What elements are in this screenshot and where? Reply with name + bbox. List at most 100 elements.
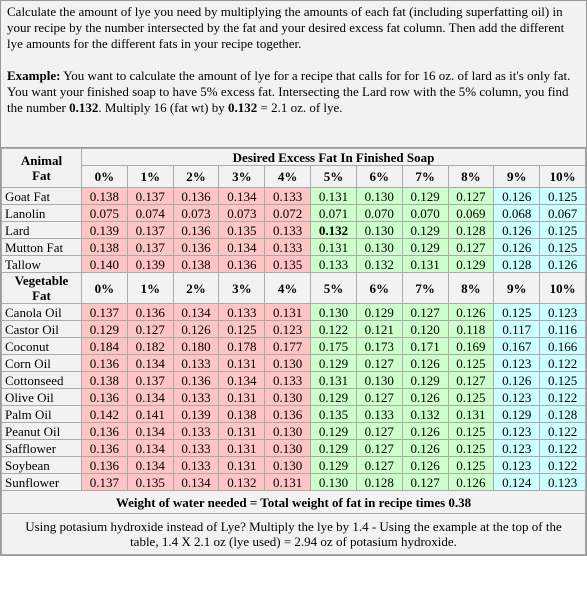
fat-row: Coconut 0.184 0.182 0.180 0.178 0.177 0.175 0.1…: [1, 337, 586, 355]
lye-value: 0.139: [81, 221, 128, 239]
lye-value: 0.126: [493, 371, 541, 389]
lye-value: 0.133: [264, 187, 312, 205]
lye-value: 0.130: [355, 221, 403, 239]
lye-value: 0.127: [355, 388, 403, 406]
lye-value: 0.129: [310, 388, 357, 406]
lye-value: 0.138: [81, 238, 128, 256]
lye-value: 0.128: [447, 221, 495, 239]
lye-value: 0.125: [447, 354, 495, 372]
lye-value: 0.129: [401, 371, 449, 389]
lye-value: 0.125: [539, 221, 586, 239]
fat-name: Mutton Fat: [1, 238, 82, 256]
column-header: 7%: [401, 272, 449, 304]
fat-row: Goat Fat 0.138 0.137 0.136 0.134 0.133 0.131 0.…: [1, 187, 586, 205]
column-header: 0%: [81, 165, 128, 188]
lye-value: 0.073: [172, 204, 220, 222]
column-header: 7%: [401, 165, 449, 188]
lye-value: 0.131: [401, 255, 449, 273]
fat-row: Lard 0.139 0.137 0.136 0.135 0.133 0.132 0.130 0…: [1, 221, 586, 239]
lye-value: 0.136: [126, 303, 174, 321]
lye-value: 0.126: [401, 388, 449, 406]
section-label: Vegetable Fat: [14, 273, 69, 303]
fat-name: Palm Oil: [1, 405, 82, 423]
fat-name: Tallow: [1, 255, 82, 273]
lye-value: 0.129: [355, 303, 403, 321]
lye-value: 0.134: [172, 473, 220, 491]
lye-value: 0.175: [310, 337, 357, 355]
lye-value: 0.122: [539, 388, 586, 406]
lye-value: 0.131: [218, 388, 266, 406]
lye-value: 0.125: [447, 439, 495, 457]
lye-value: 0.134: [126, 456, 174, 474]
lye-value: 0.130: [264, 439, 312, 457]
lye-value: 0.130: [264, 354, 312, 372]
lye-value: 0.126: [172, 320, 220, 338]
lye-value: 0.131: [218, 456, 266, 474]
fat-row: Olive Oil 0.136 0.134 0.133 0.131 0.130 0.129 0…: [1, 388, 586, 406]
lye-value: 0.133: [355, 405, 403, 423]
fat-row: Peanut Oil 0.136 0.134 0.133 0.131 0.130 0.129…: [1, 422, 586, 440]
lye-value: 0.136: [172, 371, 220, 389]
lye-value: 0.131: [310, 371, 357, 389]
lye-value: 0.130: [355, 187, 403, 205]
fat-row: Tallow 0.140 0.139 0.138 0.136 0.135 0.133 0.13…: [1, 255, 586, 273]
fat-name: Goat Fat: [1, 187, 82, 205]
lye-value: 0.136: [81, 388, 128, 406]
fat-name: Sunflower: [1, 473, 82, 491]
lye-value: 0.123: [493, 422, 541, 440]
lye-value: 0.121: [355, 320, 403, 338]
lye-value: 0.131: [310, 238, 357, 256]
lye-value: 0.070: [401, 204, 449, 222]
lye-value: 0.129: [401, 187, 449, 205]
column-header: 2%: [172, 165, 220, 188]
column-header: 3%: [218, 165, 266, 188]
lye-value: 0.126: [401, 439, 449, 457]
fat-name: Corn Oil: [1, 354, 82, 372]
fat-name: Safflower: [1, 439, 82, 457]
lye-value: 0.122: [539, 354, 586, 372]
lye-value: 0.137: [126, 187, 174, 205]
example-text: You want to calculate the amount of lye …: [7, 68, 571, 115]
fat-name: Lanolin: [1, 204, 82, 222]
fat-row: Canola Oil 0.137 0.136 0.134 0.133 0.131 0.130…: [1, 303, 586, 321]
lye-value: 0.135: [218, 221, 266, 239]
lye-value: 0.132: [355, 255, 403, 273]
lye-value: 0.134: [126, 388, 174, 406]
lye-value: 0.122: [310, 320, 357, 338]
fat-name: Cottonseed: [1, 371, 82, 389]
fat-row: Cottonseed 0.138 0.137 0.136 0.134 0.133 0.131…: [1, 371, 586, 389]
lye-value: 0.140: [81, 255, 128, 273]
lye-value: 0.129: [493, 405, 541, 423]
lye-value: 0.173: [355, 337, 403, 355]
lye-value: 0.129: [401, 221, 449, 239]
water-note: Weight of water needed = Total weight of…: [1, 490, 586, 514]
koh-note: Using potasium hydroxide instead of Lye?…: [1, 513, 586, 555]
example-text: . Multiply 16 (fat wt) by: [98, 100, 228, 115]
lye-value: 0.130: [355, 371, 403, 389]
lye-value: 0.137: [81, 303, 128, 321]
column-header: 6%: [355, 165, 403, 188]
lye-value: 0.132: [310, 221, 357, 239]
lye-value: 0.182: [126, 337, 174, 355]
column-header: 10%: [539, 272, 586, 304]
lye-value: 0.136: [81, 422, 128, 440]
lye-value: 0.126: [493, 187, 541, 205]
lye-table: Animal Fat Desired Excess Fat In Finished…: [1, 148, 586, 555]
lye-value: 0.133: [172, 422, 220, 440]
column-header: 8%: [447, 272, 495, 304]
lye-value: 0.135: [264, 255, 312, 273]
lye-value: 0.136: [264, 405, 312, 423]
fat-name: Soybean: [1, 456, 82, 474]
lye-value: 0.137: [126, 371, 174, 389]
lye-value: 0.127: [447, 187, 495, 205]
lye-value: 0.137: [81, 473, 128, 491]
lye-value: 0.126: [401, 422, 449, 440]
lye-value: 0.134: [126, 354, 174, 372]
lye-value: 0.131: [264, 473, 312, 491]
column-header: 5%: [310, 272, 357, 304]
lye-value: 0.137: [126, 221, 174, 239]
lye-value: 0.138: [172, 255, 220, 273]
intro-text: Calculate the amount of lye you need by …: [7, 4, 565, 51]
lye-value: 0.177: [264, 337, 312, 355]
column-header: 8%: [447, 165, 495, 188]
